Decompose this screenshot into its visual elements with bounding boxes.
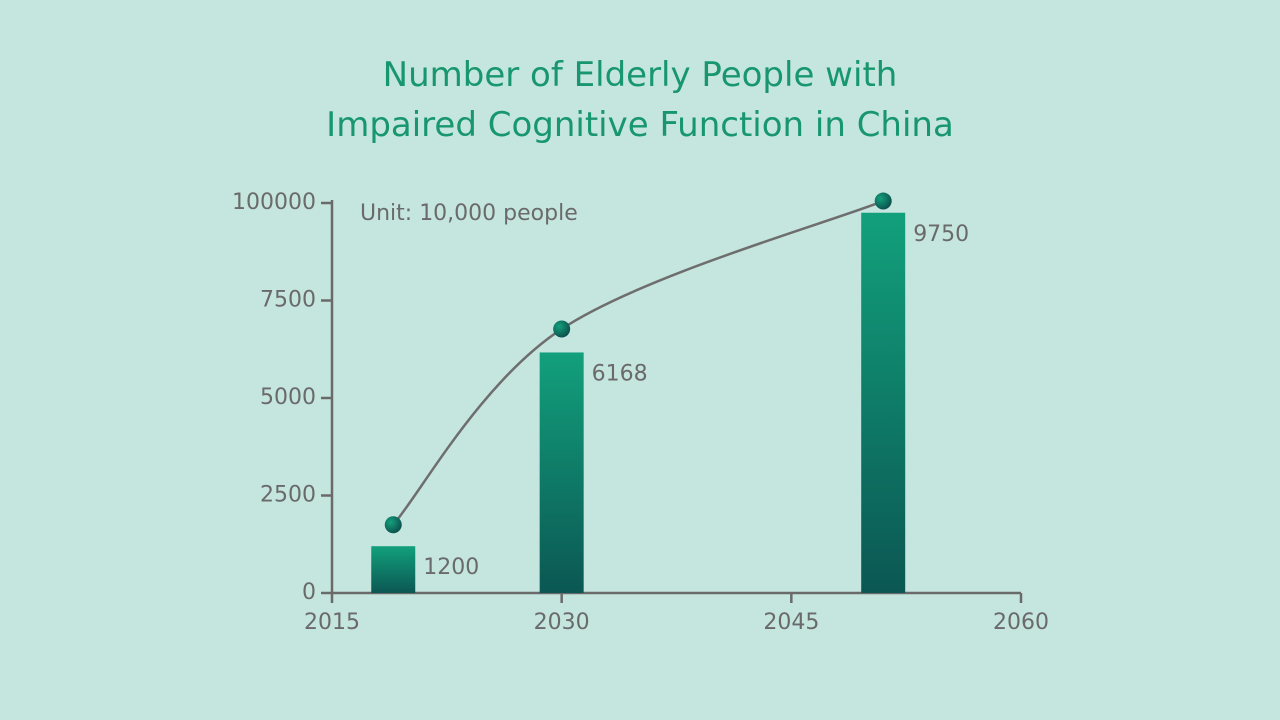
bar — [371, 546, 416, 593]
x-tick-label: 2015 — [304, 610, 360, 635]
y-tick-label: 100000 — [232, 190, 316, 215]
y-tick-label: 7500 — [260, 288, 316, 313]
bar — [539, 352, 584, 593]
y-tick-label: 5000 — [260, 385, 316, 410]
value-label: 9750 — [913, 222, 969, 247]
unit-note: Unit: 10,000 people — [360, 201, 578, 226]
x-tick-label: 2045 — [763, 610, 819, 635]
trend-point — [553, 320, 571, 338]
x-tick-label: 2060 — [993, 610, 1049, 635]
trend-point — [384, 516, 402, 534]
y-tick-label: 2500 — [260, 483, 316, 508]
x-tick-label: 2030 — [534, 610, 590, 635]
bar — [861, 212, 906, 593]
chart-title: Number of Elderly People with Impaired C… — [326, 55, 954, 145]
y-tick-label: 0 — [302, 580, 316, 605]
value-label: 6168 — [592, 361, 648, 386]
value-label: 1200 — [423, 555, 479, 580]
trend-point — [874, 192, 892, 210]
